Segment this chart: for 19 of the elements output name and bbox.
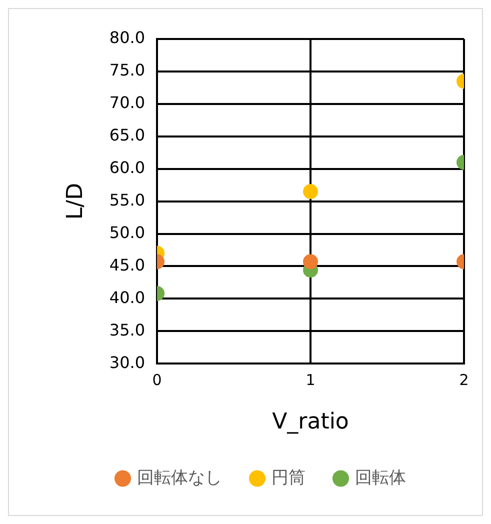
y-tick-label: 55.0 — [109, 190, 146, 210]
y-tick-label: 40.0 — [109, 288, 146, 307]
y-tick-label: 30.0 — [109, 352, 146, 372]
y-tick-label: 75.0 — [109, 60, 146, 80]
legend-label: 回転体 — [354, 468, 406, 488]
x-tick-label: 0 — [152, 370, 162, 389]
y-tick-label: 60.0 — [109, 158, 146, 177]
y-tick-label: 70.0 — [109, 93, 146, 112]
y-tick-label: 45.0 — [109, 255, 146, 274]
y-tick-label: 35.0 — [109, 320, 146, 340]
y-tick-label: 50.0 — [109, 222, 146, 242]
y-tick-label: 65.0 — [109, 126, 146, 145]
x-tick-label: 1 — [306, 370, 316, 389]
legend-label: 回転体なし — [136, 468, 222, 488]
x-axis-title: V_ratio — [272, 410, 349, 435]
legend-label: 円筒 — [271, 468, 306, 488]
x-tick-label: 2 — [459, 370, 469, 389]
y-axis-title: L/D — [62, 182, 88, 220]
y-tick-label: 80.0 — [109, 28, 146, 48]
